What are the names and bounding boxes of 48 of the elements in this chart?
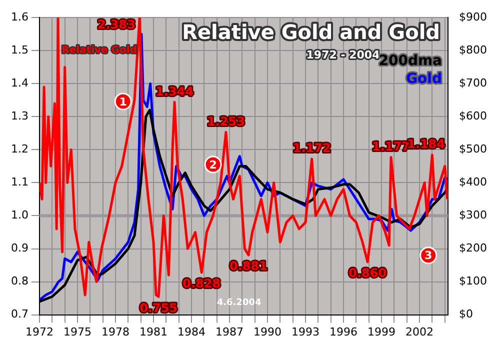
x-tick-label: 1975 (63, 325, 92, 338)
text: Gold (406, 71, 442, 88)
y-tick-label: 1.1 (10, 176, 28, 189)
y2-tick-label: $400 (459, 176, 488, 189)
x-tick-label: 1996 (330, 325, 358, 338)
x-tick-label: 1993 (292, 325, 320, 338)
y2-tick-label: $800 (459, 43, 488, 56)
annotation: 0.755 (140, 300, 178, 315)
y2-tick-label: $300 (459, 208, 488, 222)
annotation: 2.383 (97, 18, 136, 32)
annotation: 1.253 (206, 114, 245, 128)
y-tick-label: 1.3 (10, 110, 28, 123)
x-tick-label: 1987 (216, 325, 244, 338)
annotation: 0.881 (230, 259, 268, 274)
y-tick-label: 0.9 (10, 242, 28, 255)
y2-tick-label: $900 (459, 10, 488, 24)
x-tick-label: 2002 (406, 325, 434, 338)
annotation: 0.828 (182, 276, 221, 291)
y-tick-label: 1.4 (10, 76, 28, 90)
series-label: Relative Gold (62, 45, 137, 56)
annotation: 2 (209, 158, 217, 172)
y2-tick-label: $200 (459, 242, 488, 255)
annotation: 1 (119, 95, 127, 108)
annotation: 4.6.2004 (216, 298, 262, 308)
annotation: 1.344 (156, 84, 194, 98)
x-tick-label: 1984 (178, 325, 206, 338)
y-tick-label: 0.8 (10, 274, 28, 288)
x-tick-label: 1990 (254, 325, 282, 338)
text: 1972 - 2004 (306, 48, 380, 62)
annotation: 3 (424, 249, 432, 262)
x-tick-label: 1999 (368, 325, 396, 338)
x-tick-label: 1972 (25, 325, 54, 338)
chart-title: Relative Gold and Gold (182, 20, 440, 44)
text: 200dma (378, 53, 442, 70)
y-tick-label: 1.0 (10, 208, 28, 222)
y2-tick-label: $500 (459, 142, 488, 156)
annotation: 0.860 (348, 266, 387, 280)
y2-tick-label: $0 (459, 308, 474, 321)
y2-tick-label: $100 (459, 274, 488, 288)
x-tick-label: 1981 (139, 325, 168, 338)
x-tick-label: 1978 (101, 325, 130, 338)
y-tick-label: 1.6 (10, 10, 28, 24)
y-tick-label: 1.2 (10, 142, 28, 156)
y2-tick-label: $600 (459, 110, 488, 123)
y-tick-label: 0.7 (10, 308, 28, 321)
y-tick-label: 1.5 (10, 43, 28, 56)
y2-tick-label: $700 (459, 76, 488, 90)
annotation: 1.172 (292, 141, 331, 156)
